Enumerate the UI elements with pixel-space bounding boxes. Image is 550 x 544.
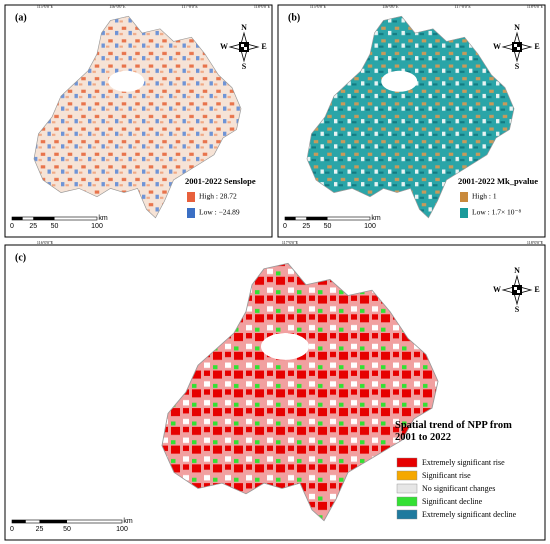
scale-label: km xyxy=(98,215,108,222)
legend-swatch xyxy=(187,208,195,218)
legend-label: Significant rise xyxy=(422,471,471,480)
coordinate-label: 117°0'0"E xyxy=(282,240,299,245)
scale-label: 25 xyxy=(36,526,44,533)
legend-swatch xyxy=(396,483,418,494)
scale-label: 50 xyxy=(63,526,71,533)
compass-n: N xyxy=(514,266,520,275)
compass-e: E xyxy=(261,42,266,51)
legend-swatch xyxy=(396,457,418,468)
coordinate-label: 115°0'0"E xyxy=(310,4,327,9)
lake xyxy=(108,70,145,92)
scale-bar-segment xyxy=(285,217,296,220)
scale-bar-segment xyxy=(39,520,67,523)
legend-label: No significant changes xyxy=(422,484,495,493)
panel-label: (b) xyxy=(288,12,300,23)
compass-e: E xyxy=(534,42,539,51)
scale-label: 100 xyxy=(364,223,376,230)
legend-label: High : 28.72 xyxy=(199,192,237,201)
compass-center-inner xyxy=(517,290,520,293)
legend-swatch xyxy=(187,192,195,202)
map-panel: (b) 115°0'0"E 116°0'0"E 117°0'0"E 118°0'0"E N… xyxy=(277,4,546,238)
compass-center-inner xyxy=(514,44,517,47)
legend-swatch xyxy=(396,496,418,507)
compass: N S W E xyxy=(493,266,540,314)
compass-s: S xyxy=(515,62,520,71)
compass-w: W xyxy=(493,285,501,294)
compass-e: E xyxy=(534,285,539,294)
scale-label: 50 xyxy=(324,223,332,230)
legend-swatch xyxy=(396,509,418,520)
scale-label: 25 xyxy=(29,223,37,230)
compass-center-inner xyxy=(517,47,520,50)
scale-bar-segment xyxy=(12,217,23,220)
scale-label: 50 xyxy=(51,223,59,230)
compass-n: N xyxy=(514,23,520,32)
coordinate-label: 117°0'0"E xyxy=(182,4,199,9)
legend-label: Low : 1.7× 10⁻⁸ xyxy=(472,208,522,217)
legend-title-box: Spatial trend of NPP from 2001 to 2022 xyxy=(395,420,512,443)
coordinate-label: 118°0'0"E xyxy=(527,240,544,245)
compass-s: S xyxy=(242,62,247,71)
compass-center-inner xyxy=(514,287,517,290)
scale-label: 100 xyxy=(116,526,128,533)
panel-label: (a) xyxy=(15,12,27,23)
scale-label: 100 xyxy=(91,223,103,230)
compass-s: S xyxy=(515,305,520,314)
scale-label: km xyxy=(371,215,381,222)
legend-swatch xyxy=(460,208,468,218)
lake xyxy=(261,333,309,360)
scale-label: km xyxy=(123,518,133,525)
coordinate-label: 118°0'0"E xyxy=(527,4,544,9)
scale-label: 0 xyxy=(10,223,14,230)
legend-title: 2001-2022 Senslope xyxy=(185,176,256,186)
scale-label: 0 xyxy=(10,526,14,533)
legend-label: Extremely significant decline xyxy=(422,510,517,519)
panels: (a) 115°0'0"E 116°0'0"E 117°0'0"E 118°0'0"E N… xyxy=(4,4,546,541)
legend-label: Low : −24.89 xyxy=(199,208,240,217)
coordinate-label: 116°0'0"E xyxy=(37,240,54,245)
legend: 2001-2022 Senslope High : 28.72 Low : −24.… xyxy=(185,176,256,218)
scale-bar-segment xyxy=(12,520,26,523)
legend: 2001-2022 Mk_pvalue High : 1 Low : 1.7× 10… xyxy=(458,176,538,218)
map-panel: (c) 116°0'0"E 117°0'0"E 118°0'0"E N S W E 0 25 50 1… xyxy=(4,240,546,541)
legend-label: High : 1 xyxy=(472,192,497,201)
compass: N S W E xyxy=(220,23,267,71)
legend-title: Spatial trend of NPP from 2001 to 2022 xyxy=(395,420,512,443)
coordinate-label: 116°0'0"E xyxy=(109,4,126,9)
legend: Spatial trend of NPP from 2001 to 2022 Ex… xyxy=(395,420,517,520)
legend-swatch xyxy=(460,192,468,202)
lake xyxy=(381,70,418,92)
compass-center-inner xyxy=(244,47,247,50)
coordinate-label: 116°0'0"E xyxy=(382,4,399,9)
compass-center-inner xyxy=(241,44,244,47)
coordinate-label: 115°0'0"E xyxy=(37,4,54,9)
scale-label: 25 xyxy=(302,223,310,230)
scale-bar-segment xyxy=(306,217,328,220)
compass-n: N xyxy=(241,23,247,32)
map-panel: (a) 115°0'0"E 116°0'0"E 117°0'0"E 118°0'0"E N… xyxy=(4,4,273,238)
compass-w: W xyxy=(493,42,501,51)
legend-label: Extremely significant rise xyxy=(422,458,505,467)
compass: N S W E xyxy=(493,23,540,71)
legend-title: 2001-2022 Mk_pvalue xyxy=(458,176,538,186)
coordinate-label: 118°0'0"E xyxy=(254,4,271,9)
legend-label: Significant decline xyxy=(422,497,483,506)
panel-label: (c) xyxy=(15,252,26,263)
scale-bar-segment xyxy=(33,217,55,220)
compass-w: W xyxy=(220,42,228,51)
scale-label: 0 xyxy=(283,223,287,230)
coordinate-label: 117°0'0"E xyxy=(455,4,472,9)
legend-swatch xyxy=(396,470,418,481)
